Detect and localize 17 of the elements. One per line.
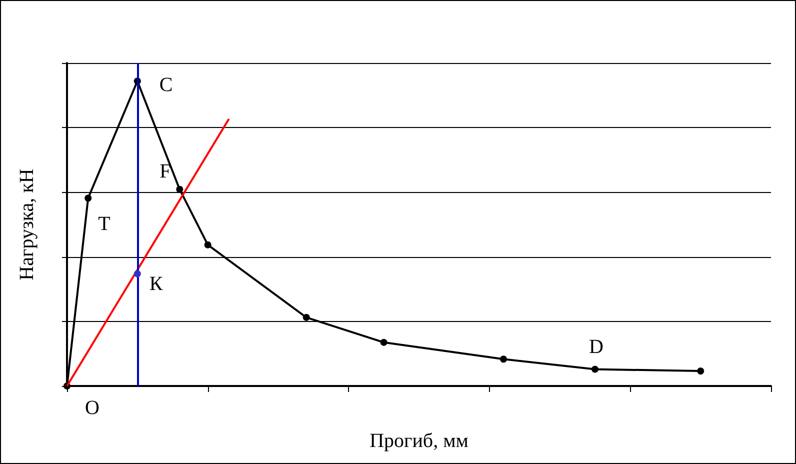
point (176, 186, 184, 193)
point (697, 368, 704, 375)
y-axis-title: Нагрузка, кН (16, 168, 38, 280)
annotation: C (159, 74, 173, 96)
point (204, 241, 212, 248)
x-axis-title: Прогиб, мм (370, 430, 469, 452)
annotation: F (160, 160, 171, 182)
annotation: T (98, 213, 110, 236)
point (84, 194, 92, 202)
point (592, 366, 598, 373)
point (380, 338, 388, 346)
annotation: D (589, 336, 604, 358)
point (302, 314, 310, 321)
point (134, 270, 141, 278)
text: O (85, 397, 100, 419)
point (500, 356, 507, 363)
annotation: К (149, 272, 164, 295)
